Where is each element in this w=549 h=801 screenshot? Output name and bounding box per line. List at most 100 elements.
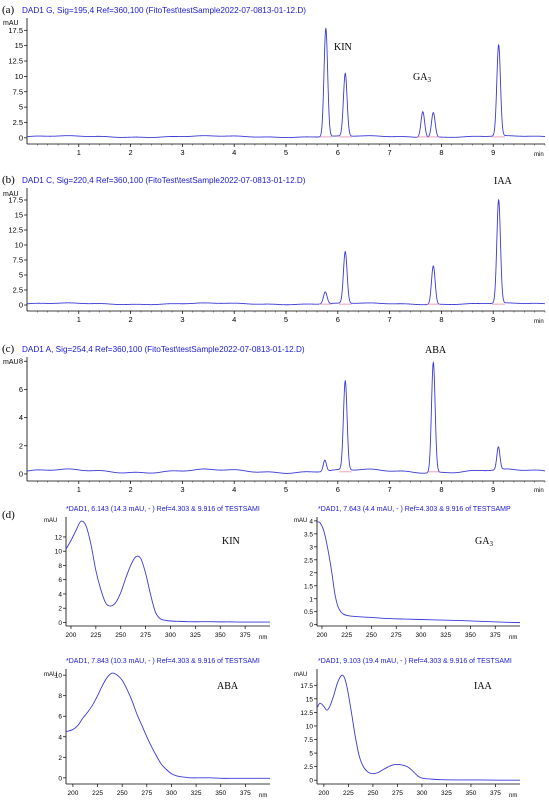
spectrum-iaa-x-tick-label: 225	[343, 790, 354, 797]
panel-b-trace	[26, 198, 546, 306]
panel-a-x-tick-label: 6	[336, 148, 340, 157]
spectrum-iaa-y-tick-label: 15	[306, 696, 314, 703]
spectrum-iaa-x-tick-label: 275	[392, 790, 403, 797]
panel-b-y-tick-label: 12.5	[8, 226, 23, 235]
panel-c-peak-label: 6.144	[348, 0, 367, 2]
panel-a-y-tick-label: 0	[19, 133, 23, 142]
spectrum-ga3-x-tick-label: 200	[317, 632, 328, 639]
spectrum-aba-y-unit: mAU	[44, 672, 57, 678]
panel-a-x-tick-label: 7	[388, 148, 392, 157]
panel-a: (a) DAD1 G, Sig=195,4 Ref=360,100 (FitoT…	[2, 0, 546, 158]
panel-a-x-tick-label: 1	[77, 148, 81, 157]
spectrum-ga3: *DAD1, 7.643 (4.4 mAU, - ) Ref=4.303 & 9…	[294, 506, 521, 641]
spectrum-ga3-x-unit: nm	[509, 635, 517, 641]
panel-b-y-tick-label: 5	[19, 271, 23, 280]
panel-a-y-tick-label: 2.5	[13, 118, 23, 127]
spectrum-aba-plot: 0 2 4 6 8 10 200 225 250 275 300 325 350 375	[55, 669, 270, 797]
panel-a-x-tick-label: 8	[439, 148, 443, 157]
panel-c-x-tick-label: 1	[77, 485, 81, 494]
panel-c-x-tick-label: 6	[336, 485, 340, 494]
panel-b-x-tick-label: 6	[336, 315, 340, 324]
panel-b-y-tick-label: 2.5	[13, 286, 23, 295]
panel-b-peak-label: 9.105	[502, 0, 521, 2]
spectrum-aba-x-tick-label: 250	[117, 790, 128, 797]
spectrum-aba-header: *DAD1, 7.843 (10.3 mAU, - ) Ref=4.303 & …	[66, 658, 260, 665]
panel-b-x-unit: min	[534, 319, 544, 325]
spectrum-iaa-y-tick-label: 17.5	[300, 683, 313, 690]
panel-b-peak-label: 5.758	[328, 0, 347, 2]
spectrum-aba-y-tick-label: 0	[58, 775, 62, 782]
panel-a-x-tick-label: 5	[284, 148, 288, 157]
panel-a-y-tick-label: 7.5	[13, 87, 23, 96]
panel-c-x-tick-label: 5	[284, 485, 288, 494]
spectrum-kin-y-tick-label: 2	[58, 606, 62, 613]
panel-a-kin-label: KIN	[334, 42, 352, 53]
panel-a-ga3-label: GA3	[413, 72, 431, 84]
panel-b-plot: 02.557.51012.51517.51234567895.7586.1447…	[8, 0, 546, 324]
spectrum-ga3-y-tick-label: 3	[309, 544, 313, 551]
spectrum-ga3-trace	[316, 521, 521, 624]
spectrum-iaa-y-tick-label: 0	[309, 778, 313, 785]
panel-b-x-tick-label: 9	[491, 315, 495, 324]
spectrum-iaa-y-tick-label: 5	[309, 751, 313, 758]
spectrum-ga3-x-tick-label: 225	[341, 632, 352, 639]
spectrum-ga3-x-tick-label: 325	[440, 632, 451, 639]
spectrum-iaa-y-unit: mAU	[294, 672, 307, 678]
spectrum-kin: *DAD1, 6.143 (14.3 mAU, - ) Ref=4.303 & …	[44, 506, 270, 641]
spectrum-aba-y-tick-label: 10	[55, 673, 63, 680]
spectrum-kin-x-unit: nm	[259, 635, 267, 641]
spectrum-iaa: *DAD1, 9.103 (19.4 mAU, - ) Ref=4.303 & …	[294, 658, 521, 799]
spectrum-aba-x-tick-label: 225	[92, 790, 103, 797]
spectrum-aba-x-unit: nm	[259, 793, 267, 799]
spectrum-ga3-plot: 0 0.5 1 1.5 2 2.5 3 3.5 4 200 225 250 275 300 325 350 37…	[304, 517, 521, 639]
spectrum-ga3-x-tick-label: 250	[366, 632, 377, 639]
panel-c-x-unit: min	[534, 488, 544, 494]
panel-a-trace	[26, 27, 546, 139]
spectrum-aba-x-tick-label: 350	[215, 790, 226, 797]
panel-a-peak-label: 7.844	[436, 0, 455, 2]
panel-c-trace	[26, 360, 546, 474]
panel-c-x-tick-label: 7	[388, 485, 392, 494]
panel-a-peak-label: 5.769	[329, 0, 348, 2]
spectrum-iaa-x-tick-label: 325	[441, 790, 452, 797]
spectrum-kin-x-tick-label: 200	[66, 632, 77, 639]
spectrum-ga3-header: *DAD1, 7.643 (4.4 mAU, - ) Ref=4.303 & 9…	[318, 506, 511, 513]
spectrum-iaa-y-tick-label: 10	[306, 723, 314, 730]
panel-a-plot: 0 2.5 5 7.5 10 12.5 15 17.5 1 2 3 4 5 6 7 8 9 5.7696.144 7…	[8, 0, 546, 157]
panel-c-header: DAD1 A, Sig=254,4 Ref=360,100 (FitoTest\…	[22, 345, 305, 354]
spectrum-kin-x-tick-label: 250	[115, 632, 126, 639]
panel-c-aba-label: ABA	[425, 345, 447, 356]
panel-b-y-tick-label: 17.5	[8, 196, 23, 205]
panel-b-peak-label: 7.844	[436, 0, 455, 2]
spectrum-kin-trace	[65, 520, 270, 623]
spectrum-aba-y-tick-label: 8	[58, 693, 62, 700]
panel-d-label: (d)	[2, 509, 15, 521]
spectrum-kin-x-tick-label: 325	[190, 632, 201, 639]
panel-b-y-tick-label: 0	[19, 301, 23, 310]
panel-b-y-unit: mAU	[3, 191, 19, 198]
spectrum-kin-y-tick-label: 0	[58, 620, 62, 627]
spectrum-kin-y-tick-label: 12	[55, 534, 63, 541]
panel-b-header: DAD1 C, Sig=220,4 Ref=360,100 (FitoTest\…	[22, 176, 306, 185]
panel-a-y-tick-label: 15	[15, 41, 23, 50]
spectrum-iaa-y-tick-label: 7.5	[304, 737, 313, 744]
panel-c-y-tick-label: 8	[19, 357, 23, 366]
panel-c: (c) DAD1 A, Sig=254,4 Ref=360,100 (FitoT…	[2, 0, 546, 494]
panel-c-y-tick-label: 0	[19, 469, 23, 478]
panel-a-x-unit: min	[534, 152, 544, 158]
panel-c-y-tick-label: 2	[19, 441, 23, 450]
spectrum-aba-x-tick-label: 375	[240, 790, 251, 797]
spectrum-ga3-y-tick-label: 2.5	[304, 557, 313, 564]
panel-b-x-tick-label: 3	[180, 315, 184, 324]
spectrum-iaa-x-unit: nm	[509, 793, 517, 799]
spectrum-ga3-y-tick-label: 0.5	[304, 609, 313, 616]
panel-a-peak-label: 6.144	[348, 0, 367, 2]
spectrum-kin-x-tick-label: 225	[90, 632, 101, 639]
panel-b-x-tick-label: 5	[284, 315, 288, 324]
panel-b-x-tick-label: 1	[77, 315, 81, 324]
panel-a-x-tick-label: 9	[491, 148, 495, 157]
spectrum-ga3-x-tick-label: 275	[391, 632, 402, 639]
spectrum-kin-header: *DAD1, 6.143 (14.3 mAU, - ) Ref=4.303 & …	[66, 506, 260, 513]
spectrum-aba-y-tick-label: 2	[58, 755, 62, 762]
